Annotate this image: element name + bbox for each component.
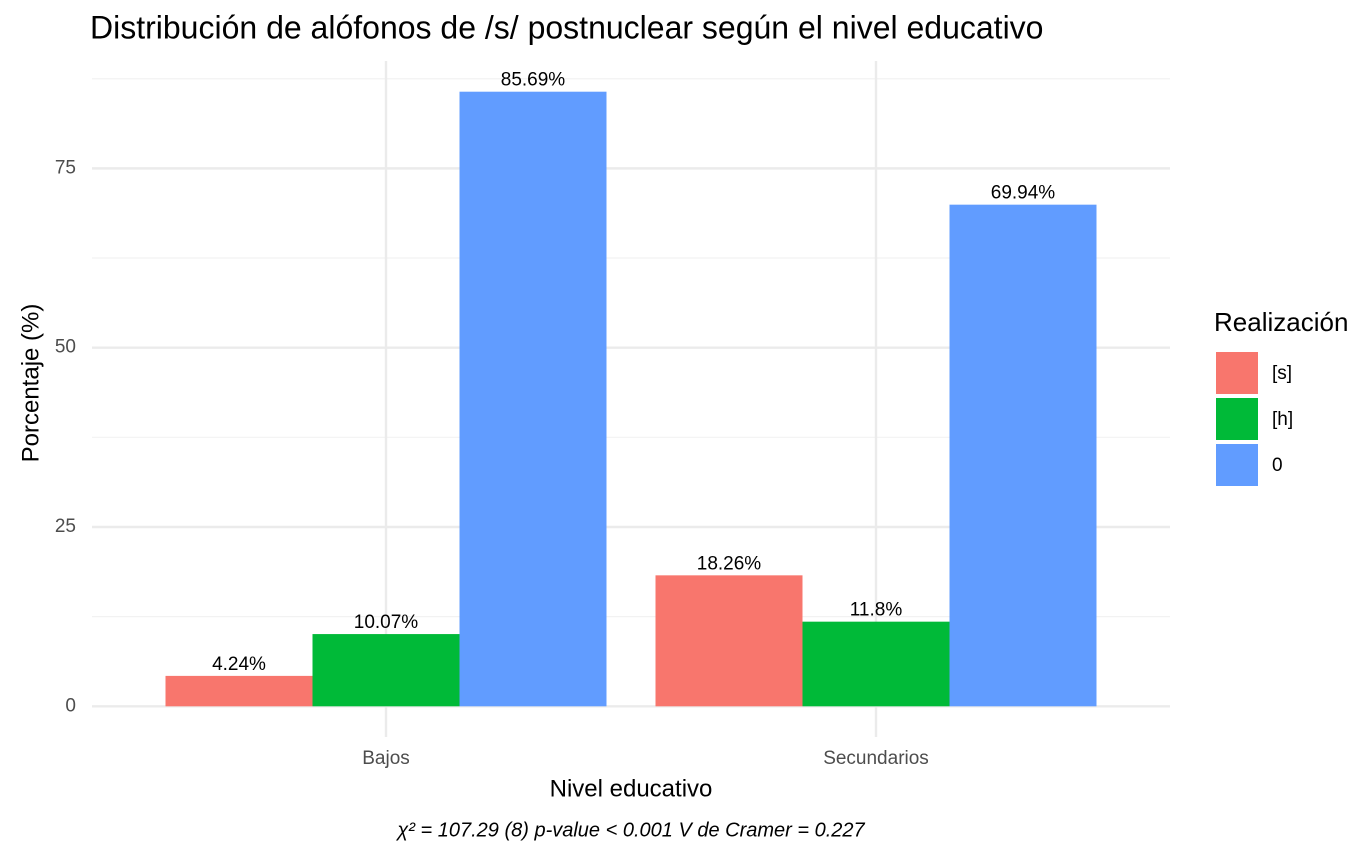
value-label: 18.26% xyxy=(697,553,762,574)
caption: χ² = 107.29 (8) p-value < 0.001 V de Cra… xyxy=(395,819,865,841)
legend-key xyxy=(1216,352,1258,394)
value-label: 11.8% xyxy=(850,600,903,621)
bar xyxy=(802,621,950,707)
bar xyxy=(312,634,460,707)
legend-key xyxy=(1216,398,1258,440)
y-tick-label: 75 xyxy=(55,157,76,178)
chart-title: Distribución de alófonos de /s/ postnucl… xyxy=(90,9,1043,45)
x-tick-label: Secundarios xyxy=(823,748,929,769)
value-label: 85.69% xyxy=(501,70,566,91)
value-label: 4.24% xyxy=(212,654,266,675)
x-tick-label: Bajos xyxy=(362,748,410,769)
y-axis-title: Porcentaje (%) xyxy=(17,304,44,463)
value-label: 69.94% xyxy=(991,183,1056,204)
y-tick-label: 0 xyxy=(65,695,76,716)
legend-key xyxy=(1216,444,1258,486)
value-label: 10.07% xyxy=(354,612,419,633)
y-tick-label: 50 xyxy=(55,337,76,358)
y-tick-label: 25 xyxy=(55,516,76,537)
legend-title: Realización xyxy=(1214,307,1348,337)
bar xyxy=(655,575,803,707)
bar xyxy=(459,91,607,707)
bar xyxy=(165,675,313,707)
bar xyxy=(949,204,1097,707)
legend-label: [h] xyxy=(1272,409,1293,430)
legend-label: 0 xyxy=(1272,455,1283,476)
legend-label: [s] xyxy=(1272,363,1292,384)
x-axis-title: Nivel educativo xyxy=(550,775,713,802)
